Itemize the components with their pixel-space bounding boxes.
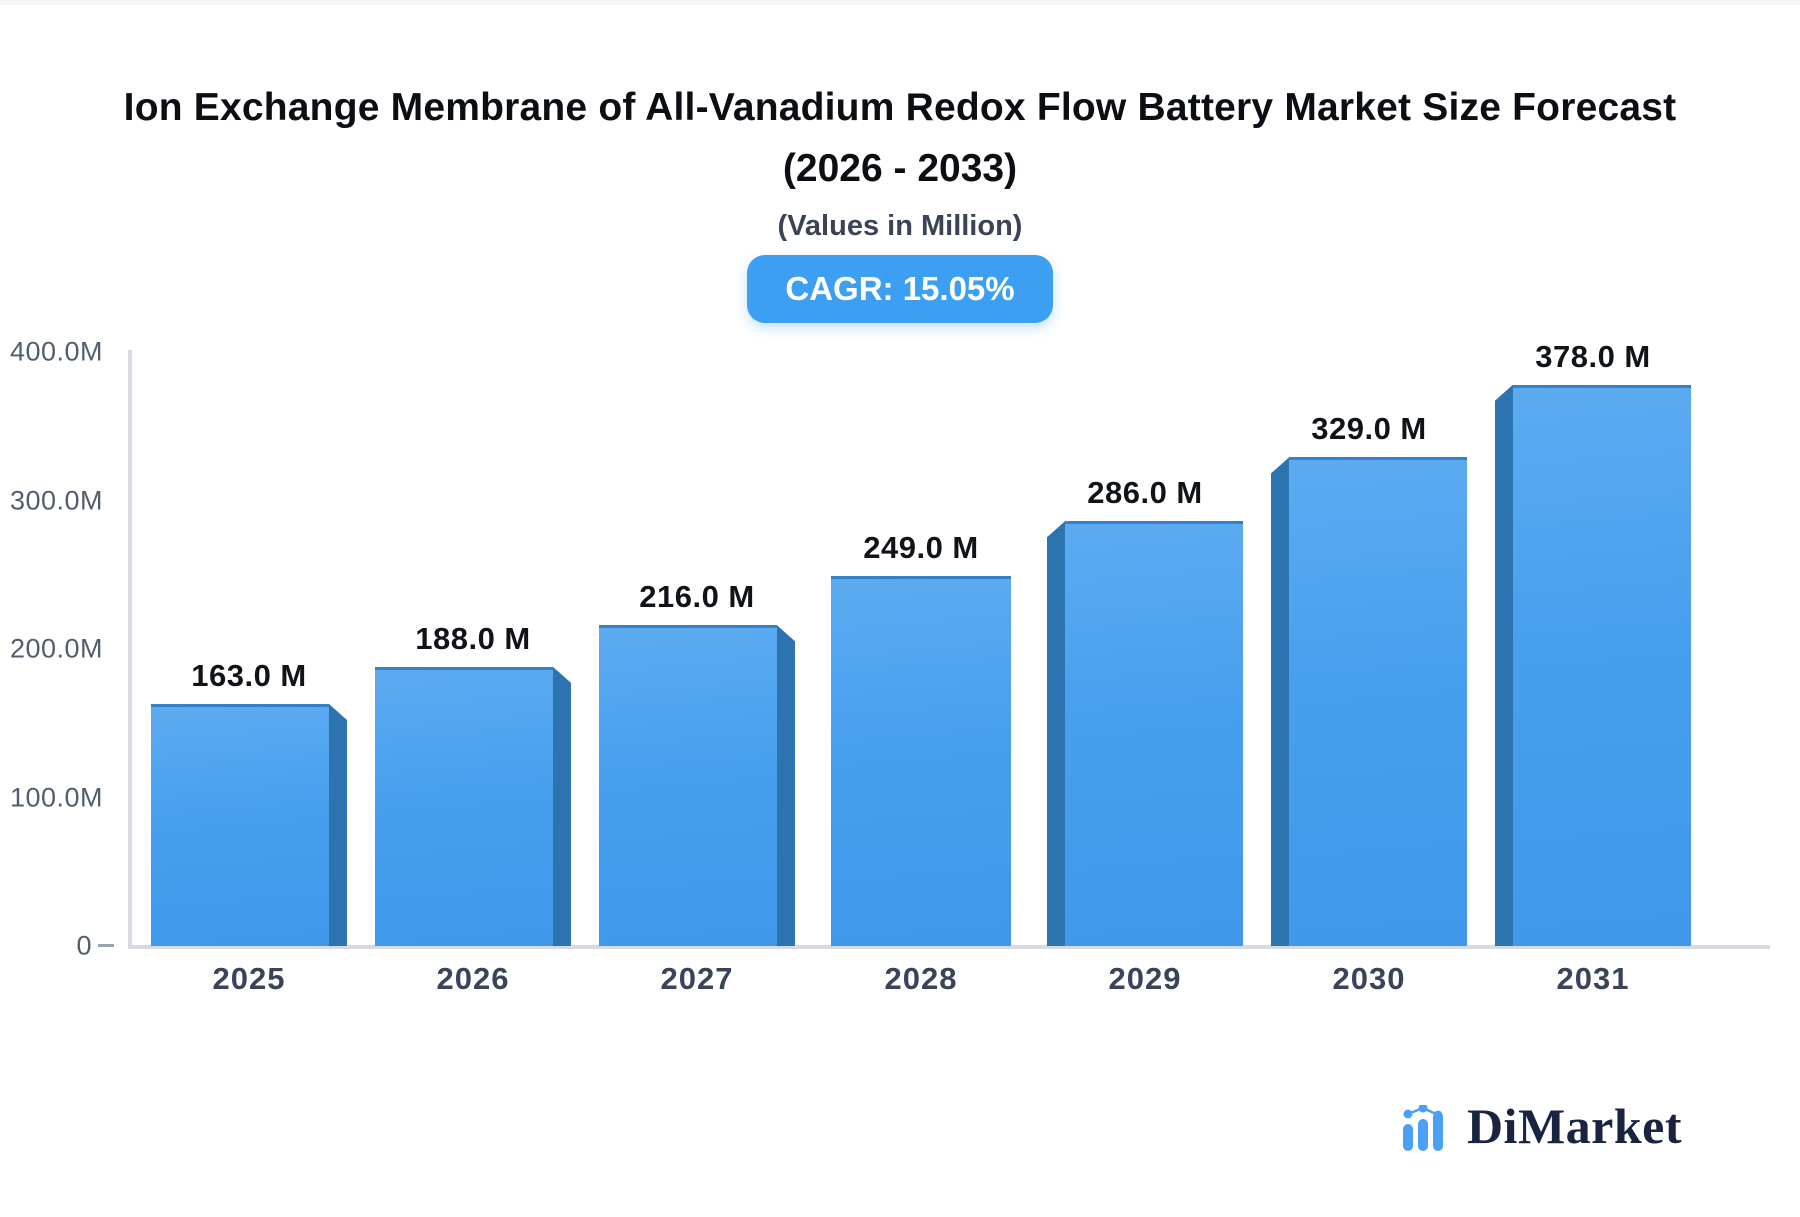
x-tick-label-2027: 2027 [660,961,734,996]
bar-value-label-2027: 216.0 M [639,579,755,615]
bar-value-label-2031: 378.0 M [1535,338,1651,374]
bar-2028[interactable] [831,576,1011,946]
bar-2027[interactable] [599,625,777,946]
y-tick-label-100.0M: 100.0M [9,782,103,812]
bar-value-label-2030: 329.0 M [1311,411,1427,447]
bar-side-2026 [553,666,571,946]
zero-tick-mark [98,944,114,947]
y-tick-label-0: 0 [76,930,92,961]
bar-side-2031 [1495,384,1513,946]
dimarket-logo-text: DiMarket [1466,1098,1682,1154]
cagr-badge: CAGR: 15.05% [747,255,1053,324]
y-tick-label-400.0M: 400.0M [9,336,103,367]
x-tick-label-2029: 2029 [1108,961,1182,996]
bar-side-2030 [1271,457,1289,946]
x-tick-label-2030: 2030 [1332,961,1406,996]
bar-value-label-2026: 188.0 M [415,620,531,656]
chart-subtitle: (Values in Million) [777,209,1023,242]
bar-value-label-2025: 163.0 M [191,657,307,693]
x-tick-label-2031: 2031 [1556,961,1630,996]
bar-2030[interactable] [1289,457,1467,946]
bar-2031[interactable] [1513,384,1691,946]
bar-side-2029 [1047,521,1065,946]
chart-header: Ion Exchange Membrane of All-Vanadium Re… [0,85,1800,324]
dimarket-logo-icon [1402,1105,1443,1151]
x-axis-baseline [128,945,1770,949]
bar-value-label-2028: 249.0 M [863,530,979,566]
bar-2029[interactable] [1065,521,1243,946]
bar-chart: 400.0M 300.0M 200.0M 100.0M 0 163.0 M 2025 188.… [0,5,1800,1217]
bar-2026[interactable] [375,666,553,946]
bar-value-label-2029: 286.0 M [1087,475,1203,511]
bar-side-2025 [329,703,347,946]
bar-2025[interactable] [151,703,329,946]
chart-title-line2: (2026 - 2033) [782,146,1018,190]
chart-title-line1: Ion Exchange Membrane of All-Vanadium Re… [123,86,1677,129]
y-tick-label-200.0M: 200.0M [9,633,103,664]
y-tick-label-300.0M: 300.0M [9,485,103,515]
y-axis-line [128,350,132,949]
x-tick-label-2026: 2026 [436,961,510,996]
x-tick-label-2028: 2028 [884,961,958,996]
x-tick-label-2025: 2025 [212,961,286,996]
dimarket-logo: DiMarket [1401,1101,1682,1151]
bar-side-2027 [777,625,795,946]
